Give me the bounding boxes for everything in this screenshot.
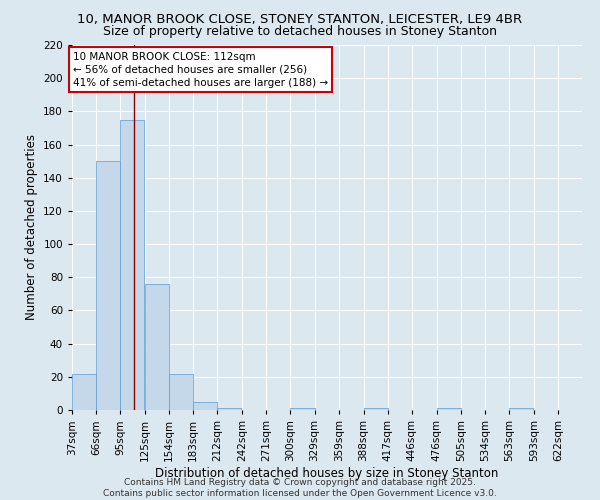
Bar <box>145 284 169 410</box>
Text: 10, MANOR BROOK CLOSE, STONEY STANTON, LEICESTER, LE9 4BR: 10, MANOR BROOK CLOSE, STONEY STANTON, L… <box>77 12 523 26</box>
Y-axis label: Number of detached properties: Number of detached properties <box>25 134 38 320</box>
Bar <box>120 120 144 410</box>
Bar <box>96 161 120 410</box>
Text: 10 MANOR BROOK CLOSE: 112sqm
← 56% of detached houses are smaller (256)
41% of s: 10 MANOR BROOK CLOSE: 112sqm ← 56% of de… <box>73 52 328 88</box>
Bar <box>437 408 461 410</box>
X-axis label: Distribution of detached houses by size in Stoney Stanton: Distribution of detached houses by size … <box>155 466 499 479</box>
Bar <box>509 408 533 410</box>
Bar <box>72 374 96 410</box>
Text: Contains HM Land Registry data © Crown copyright and database right 2025.
Contai: Contains HM Land Registry data © Crown c… <box>103 478 497 498</box>
Bar <box>290 408 314 410</box>
Bar <box>364 408 388 410</box>
Bar <box>169 374 193 410</box>
Text: Size of property relative to detached houses in Stoney Stanton: Size of property relative to detached ho… <box>103 25 497 38</box>
Bar <box>217 408 241 410</box>
Bar <box>193 402 217 410</box>
